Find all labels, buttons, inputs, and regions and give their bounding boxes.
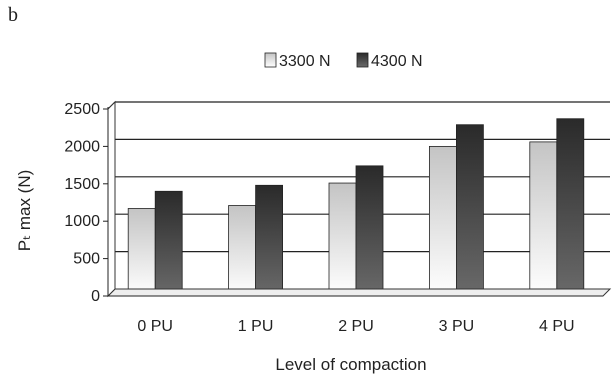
x-tick-labels: 0 PU 1 PU 2 PU 3 PU 4 PU xyxy=(137,318,574,335)
bar xyxy=(428,145,457,297)
x-tick-label: 4 PU xyxy=(539,318,575,335)
y-tick-label: 500 xyxy=(73,251,100,268)
bar xyxy=(556,118,585,297)
panel-label: b xyxy=(8,4,18,26)
legend-swatch xyxy=(264,52,277,68)
y-tick-label: 0 xyxy=(91,288,100,305)
axes xyxy=(103,100,612,298)
chart-floor xyxy=(106,288,612,297)
y-tick-label: 2500 xyxy=(64,101,100,118)
bar xyxy=(355,165,384,297)
legend-swatch xyxy=(356,52,369,68)
bars xyxy=(127,118,585,297)
bar xyxy=(455,124,484,297)
bar xyxy=(529,141,558,297)
x-tick-label: 1 PU xyxy=(238,318,274,335)
chart-side-wall xyxy=(107,100,116,298)
bar xyxy=(228,205,257,297)
bar xyxy=(154,190,183,297)
y-axis-label: Pₜ max (N) xyxy=(15,170,34,252)
bar xyxy=(255,184,284,297)
y-tick-label: 2000 xyxy=(64,138,100,155)
bar xyxy=(328,182,357,297)
x-tick-label: 0 PU xyxy=(137,318,173,335)
x-tick-label: 2 PU xyxy=(338,318,374,335)
y-tick-label: 1000 xyxy=(64,213,100,230)
x-axis-label: Level of compaction xyxy=(275,355,426,374)
bar xyxy=(127,208,156,297)
legend-label: 3300 N xyxy=(279,53,331,70)
y-tick-label: 1500 xyxy=(64,176,100,193)
x-tick-label: 3 PU xyxy=(439,318,475,335)
legend: 3300 N 4300 N xyxy=(264,52,423,70)
y-tick-labels: 0 500 1000 1500 2000 2500 xyxy=(64,101,100,305)
legend-label: 4300 N xyxy=(371,53,423,70)
